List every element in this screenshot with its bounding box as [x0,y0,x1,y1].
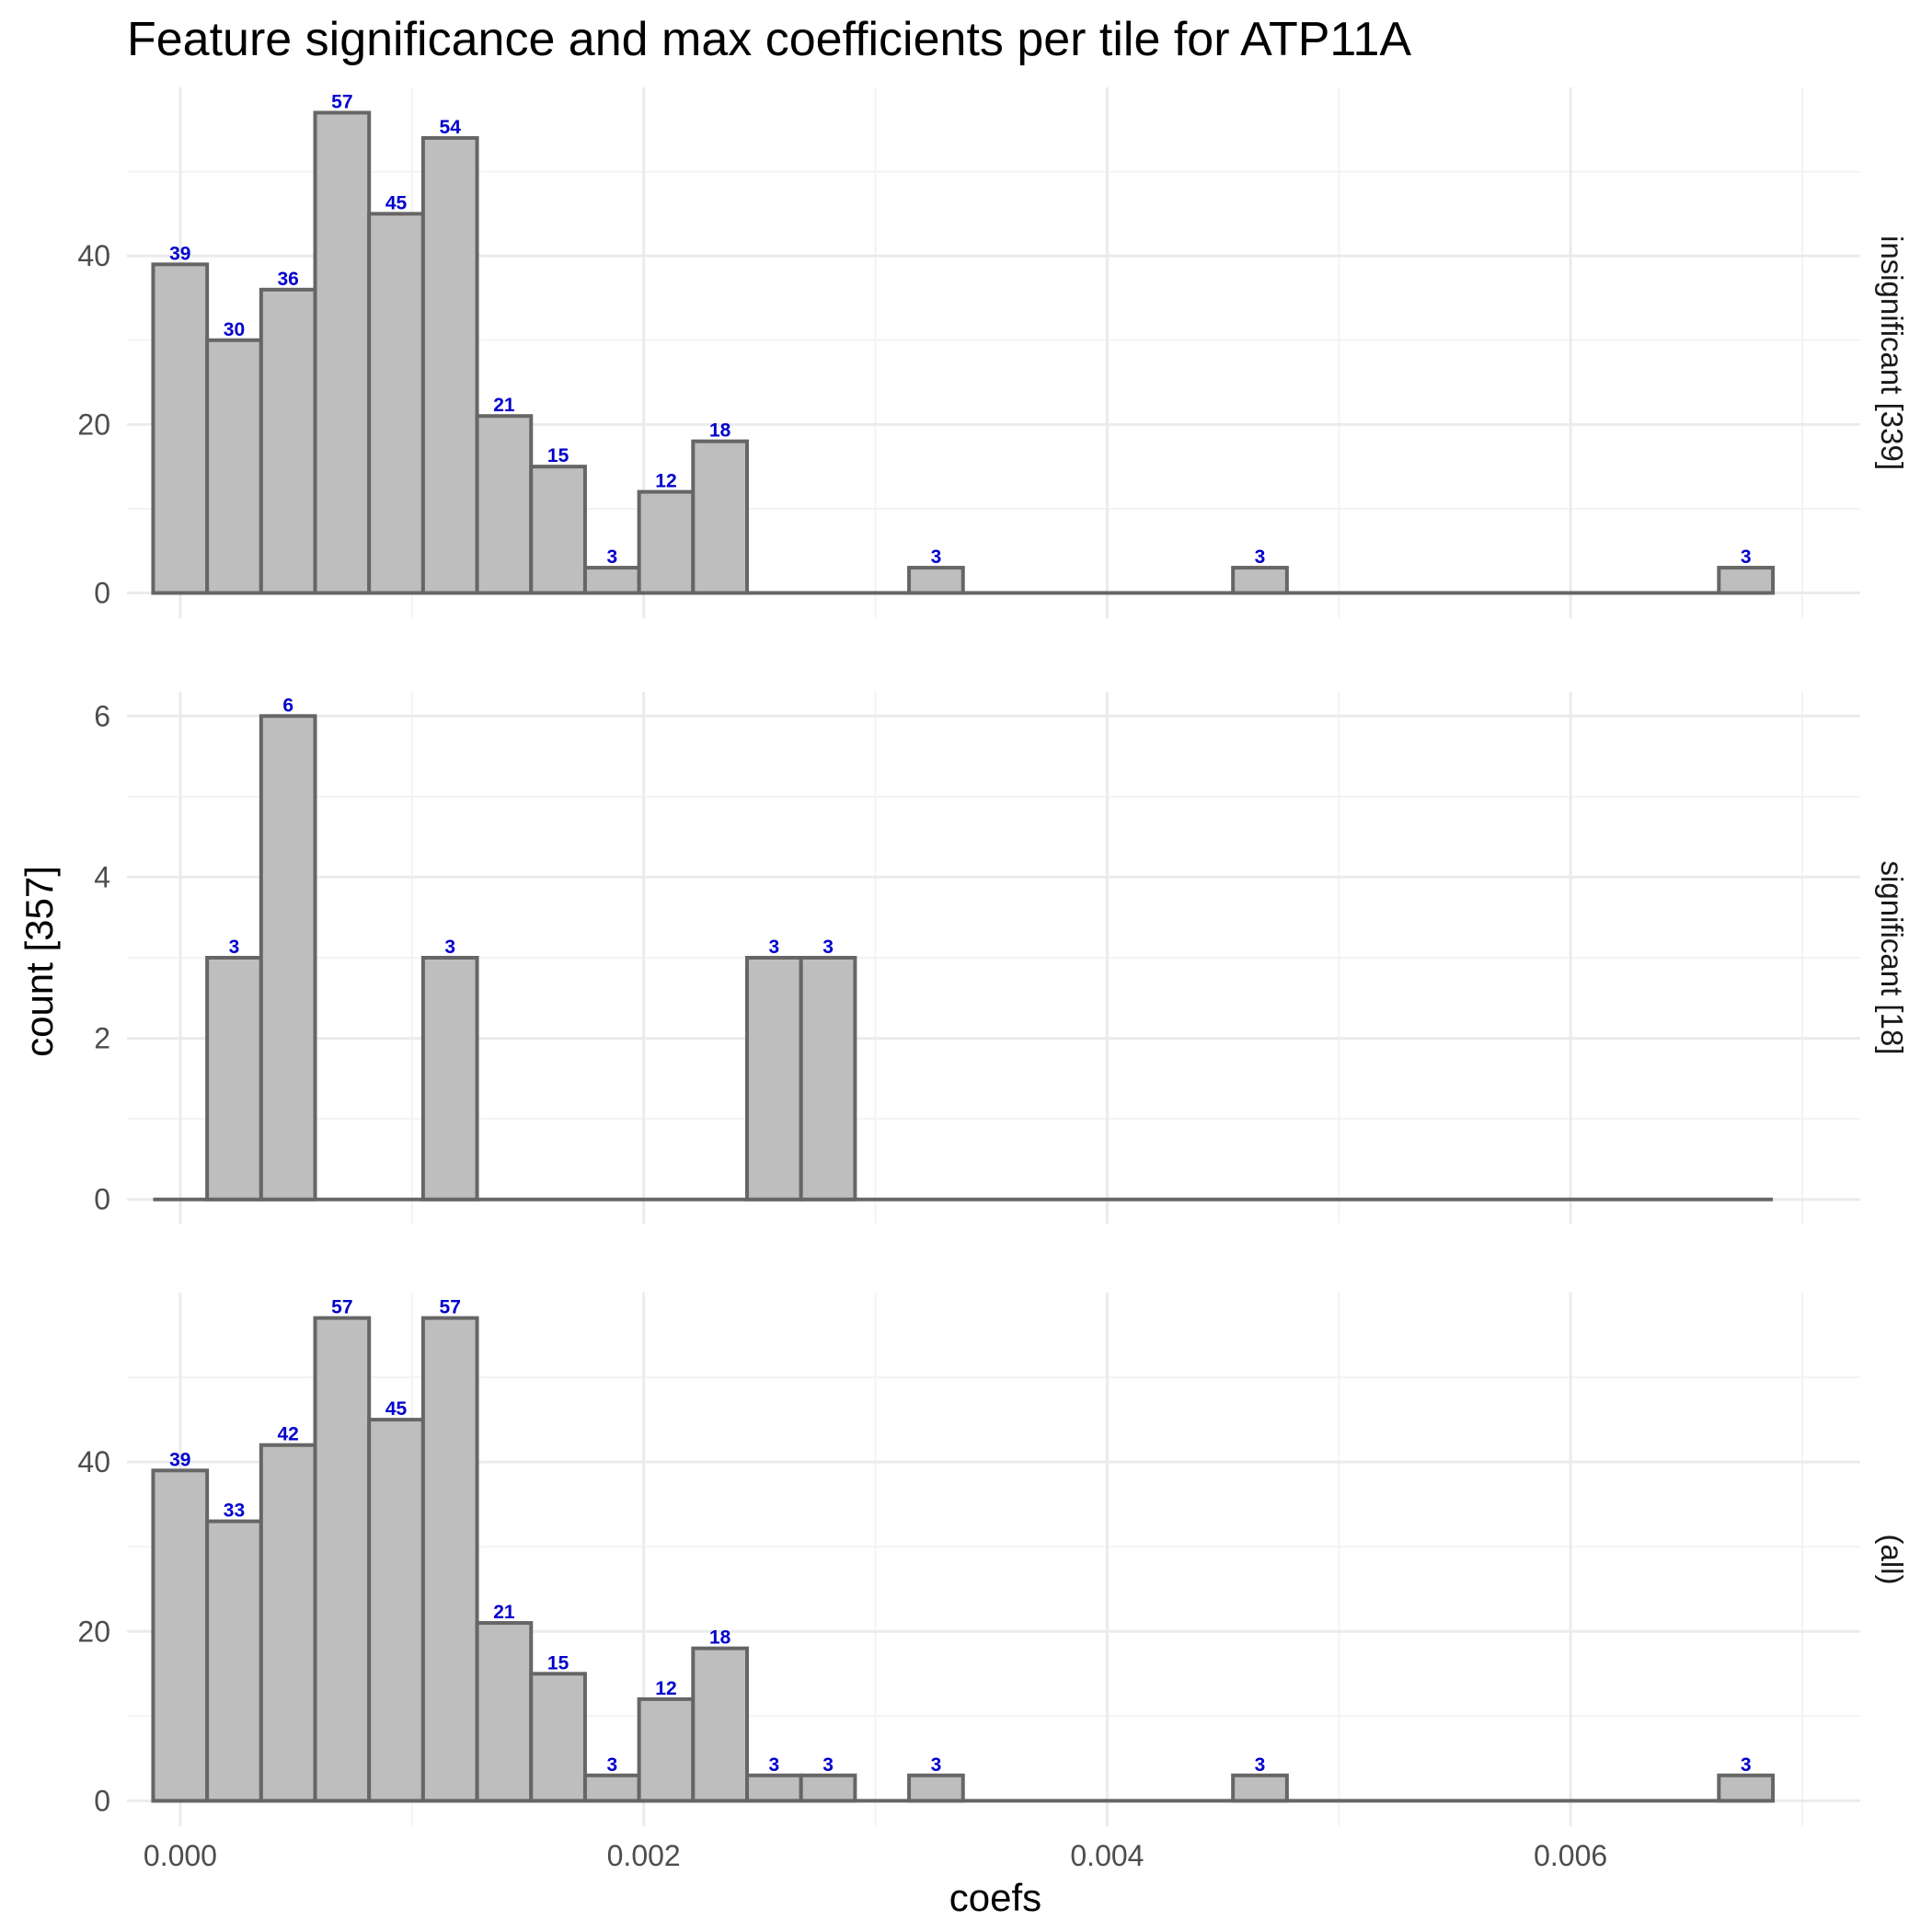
x-tick-label: 0.002 [607,1839,681,1872]
bar-value-label: 15 [547,445,569,466]
facet-panel-1: 0 20 40 39 30 36 57 45 54 21 15 3 12 18 3 3 3 insignifica… [77,87,1909,618]
histogram-bar [313,110,372,595]
x-axis-title: coefs [949,1876,1041,1919]
histogram-bar [1231,1773,1289,1803]
histogram-bar [907,1773,965,1803]
bar-value-label: 3 [1255,546,1266,568]
bar-value-label: 30 [224,319,245,340]
bar-value-label: 3 [606,546,617,568]
y-tick-label: 40 [77,239,110,272]
bar-value-label: 21 [493,395,515,416]
bar-value-label: 33 [224,1501,245,1522]
bar-value-label: 3 [1741,546,1752,568]
histogram-bar [475,1621,534,1803]
bar-value-label: 18 [709,1627,731,1649]
histogram-bar [799,956,857,1202]
bar-value-label: 57 [440,1297,461,1318]
bar-value-label: 6 [282,695,293,716]
bar-value-label: 3 [1255,1754,1266,1776]
bar-value-label: 3 [444,937,455,958]
histogram-bar [582,566,641,595]
facet-strip-label: significant [18] [1875,861,1909,1055]
histogram-bar [151,1468,210,1803]
histogram-bar [1231,566,1289,595]
histogram-bar [745,956,803,1202]
bar-value-label: 3 [606,1754,617,1776]
x-tick-label: 0.006 [1534,1839,1607,1872]
bar-value-label: 57 [331,1297,352,1318]
histogram-bar [259,714,317,1202]
histogram-bar [691,439,750,595]
histogram-bar [205,338,263,595]
bar-value-label: 45 [385,1398,408,1420]
histogram-bar [637,1696,696,1803]
histogram-bar [1717,1773,1776,1803]
bar-value-label: 39 [169,1449,190,1470]
y-axis-title: count [357] [17,866,61,1057]
histogram-bar [475,414,534,595]
histogram-bar [367,1418,425,1803]
histogram-bar [529,1672,587,1803]
y-tick-label: 0 [94,1183,110,1216]
histogram-bar [420,956,479,1202]
bar-value-label: 12 [655,471,676,492]
bar-value-label: 3 [931,1754,942,1776]
bar-value-label: 3 [931,546,942,568]
bar-value-label: 54 [440,117,462,138]
histogram-bar [691,1646,750,1803]
histogram-bar [259,1443,317,1803]
facet-strip-label: (all) [1875,1535,1909,1585]
histogram-bar [745,1773,803,1803]
facet-panel-2: 0 2 4 6 3 6 3 3 3 significant [18] [94,692,1909,1224]
bar-value-label: 18 [709,420,731,442]
histogram-bar [529,465,587,595]
histogram-bar [205,1519,263,1803]
y-tick-label: 40 [77,1445,110,1478]
bar-value-label: 3 [769,937,780,958]
bar-value-label: 45 [385,192,408,213]
bar-value-label: 3 [822,1754,834,1776]
histogram-bar [205,956,263,1202]
histogram-bar [907,566,965,595]
histogram-bar [367,212,425,595]
y-tick-label: 0 [94,1784,110,1817]
bar-value-label: 3 [769,1754,780,1776]
bar-value-label: 39 [169,243,190,264]
x-tick-label: 0.004 [1070,1839,1144,1872]
bar-value-label: 36 [277,269,298,290]
histogram-bar [151,262,210,595]
x-tick-label: 0.000 [144,1839,217,1872]
y-tick-label: 0 [94,577,110,610]
y-tick-label: 4 [94,860,110,893]
histogram-bar [1717,566,1776,595]
histogram-bar [799,1773,857,1803]
histogram-bar [420,1316,479,1803]
histogram-bar [582,1773,641,1803]
histogram-bar [259,287,317,595]
chart-title: Feature significance and max coefficient… [127,13,1411,66]
y-tick-label: 2 [94,1022,110,1055]
bar-value-label: 12 [655,1678,676,1699]
bar-value-label: 3 [1741,1754,1752,1776]
y-tick-label: 20 [77,408,110,441]
histogram-bar [637,489,696,595]
bar-value-label: 3 [229,937,240,958]
y-tick-label: 6 [94,699,110,732]
bar-value-label: 42 [277,1424,298,1445]
histogram-bar [420,135,479,595]
bar-value-label: 3 [822,937,834,958]
bar-value-label: 57 [331,91,352,112]
y-tick-label: 20 [77,1615,110,1648]
bar-value-label: 21 [493,1602,515,1623]
facet-strip-label: insignificant [339] [1875,236,1909,470]
bar-value-label: 15 [547,1652,569,1673]
histogram-bar [313,1316,372,1803]
